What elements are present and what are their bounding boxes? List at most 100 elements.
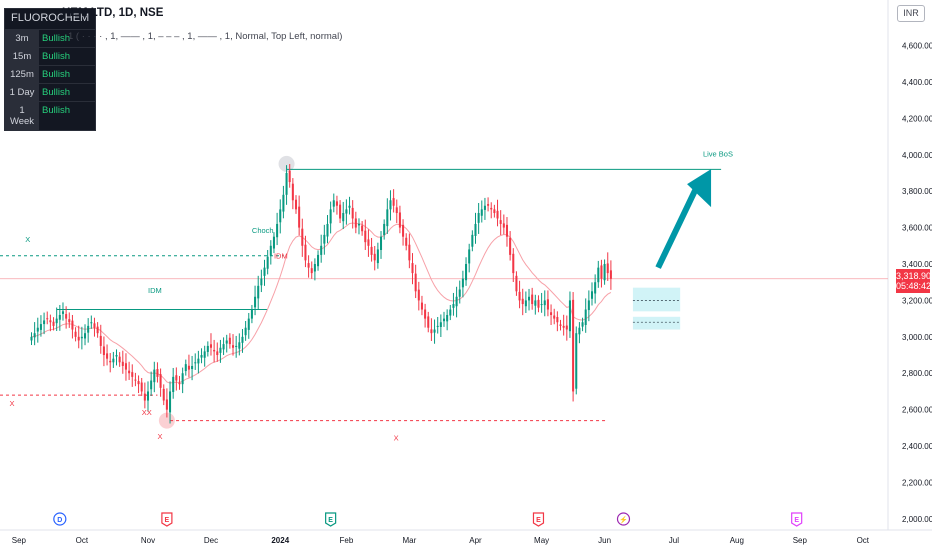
y-axis: 4,600.00 4,400.00 4,200.00 4,000.00 3,800.00…	[902, 42, 932, 524]
candle-body	[512, 253, 515, 274]
event-marker-icon	[53, 512, 67, 526]
x-mark-label: X	[25, 235, 30, 244]
trend-table-row: 3m Bullish	[5, 29, 96, 47]
event-marker-label: E	[328, 517, 333, 524]
candle-body	[181, 373, 184, 385]
candle-body	[439, 322, 442, 327]
candle-body	[546, 299, 549, 310]
candle-body	[140, 382, 143, 392]
candle-body	[515, 275, 518, 292]
candle-body	[197, 358, 200, 364]
candle-body	[405, 237, 408, 246]
structure-lines	[0, 168, 888, 422]
candle-body	[386, 209, 389, 227]
candle-body	[298, 206, 301, 228]
last-price-label: 3,318.90 05:48:42	[896, 269, 931, 293]
x-tick-label: Sep	[12, 536, 27, 545]
candle-body	[235, 345, 238, 347]
candle-body	[162, 388, 165, 401]
candle-body	[493, 209, 496, 214]
candle-body	[461, 278, 464, 288]
candle-body	[106, 353, 109, 359]
candle-body	[587, 300, 590, 311]
candle-body	[134, 379, 137, 381]
candle-body	[474, 223, 477, 236]
swing-low-marker	[158, 412, 175, 429]
y-tick-label: 2,400.00	[902, 442, 932, 451]
currency-button[interactable]: INR	[897, 5, 925, 22]
y-tick-label: 4,400.00	[902, 78, 932, 87]
xx-mark-label: XX	[142, 408, 152, 417]
x-mark-label: X	[9, 399, 14, 408]
y-tick-label: 2,200.00	[902, 478, 932, 487]
candle-body	[46, 318, 49, 320]
candle-body	[203, 351, 206, 358]
symbol-title[interactable]: HEM LTD, 1D, NSE	[62, 7, 164, 19]
candle-body	[354, 218, 357, 228]
candle-body	[80, 336, 83, 339]
candle-body	[342, 213, 345, 222]
chart-grid	[0, 0, 932, 531]
candle-body	[335, 201, 338, 206]
candle-body	[458, 289, 461, 297]
candle-body	[430, 329, 433, 334]
candle-body	[389, 200, 392, 210]
x-tick-label: Oct	[76, 536, 89, 545]
candle-body	[521, 298, 524, 305]
candle-body	[505, 224, 509, 237]
candle-body	[178, 382, 181, 385]
candle-body	[313, 264, 316, 272]
event-marker-label: E	[794, 517, 799, 524]
candle-body	[568, 300, 571, 332]
demand-zone-lower	[632, 316, 681, 330]
event-marker-label: D	[57, 517, 62, 524]
event-marker-label: E	[165, 517, 170, 524]
idm-lower-label: IDM	[148, 286, 162, 295]
candle-body	[175, 375, 178, 381]
candle-body	[241, 336, 244, 343]
candle-body	[502, 223, 505, 228]
candle-body	[301, 228, 304, 246]
candle-body	[213, 349, 216, 352]
candle-body	[61, 311, 65, 314]
x-tick-label: Aug	[730, 536, 744, 545]
candle-body	[477, 213, 480, 223]
candle-body	[93, 323, 96, 328]
candle-body	[156, 369, 159, 377]
candle-body	[408, 244, 411, 261]
candle-body	[483, 205, 486, 210]
candle-body	[509, 237, 512, 255]
candle-body	[165, 399, 168, 410]
candle-body	[266, 256, 269, 269]
candle-body	[131, 372, 134, 377]
event-markers[interactable]: D E E E ⚡ E	[53, 512, 803, 527]
trend-table: FLUOROCHEM 3m Bullish 15m Bullish 125m Bullis…	[4, 8, 97, 131]
y-tick-label: 2,000.00	[902, 515, 932, 524]
bos-arrow-head	[687, 169, 712, 208]
candle-body	[112, 358, 115, 363]
candle-body	[420, 302, 423, 310]
candle-body	[379, 236, 383, 250]
candle-body	[427, 316, 430, 328]
candle-body	[121, 361, 124, 366]
candle-body	[317, 254, 320, 267]
candle-body	[332, 200, 335, 207]
candle-body	[143, 393, 146, 401]
candle-body	[33, 333, 36, 338]
order-block-zones	[158, 155, 681, 429]
candle-body	[172, 376, 175, 392]
candle-body	[597, 267, 600, 283]
indicator-settings[interactable]: 1 ( · · · · , 1, —— , 1, – – – , 1, —— ,…	[68, 31, 343, 42]
timeframe-cell: 1 Day	[5, 84, 40, 101]
event-marker-label: ⚡	[619, 515, 628, 524]
candle-body	[468, 249, 471, 264]
x-tick-label: May	[534, 536, 549, 545]
candle-body	[194, 362, 197, 364]
x-tick-label: 2024	[271, 536, 289, 545]
timeframe-cell: 15m	[5, 48, 40, 65]
demand-zone-upper	[632, 287, 681, 312]
candle-body	[68, 319, 71, 323]
candle-body	[411, 263, 414, 274]
